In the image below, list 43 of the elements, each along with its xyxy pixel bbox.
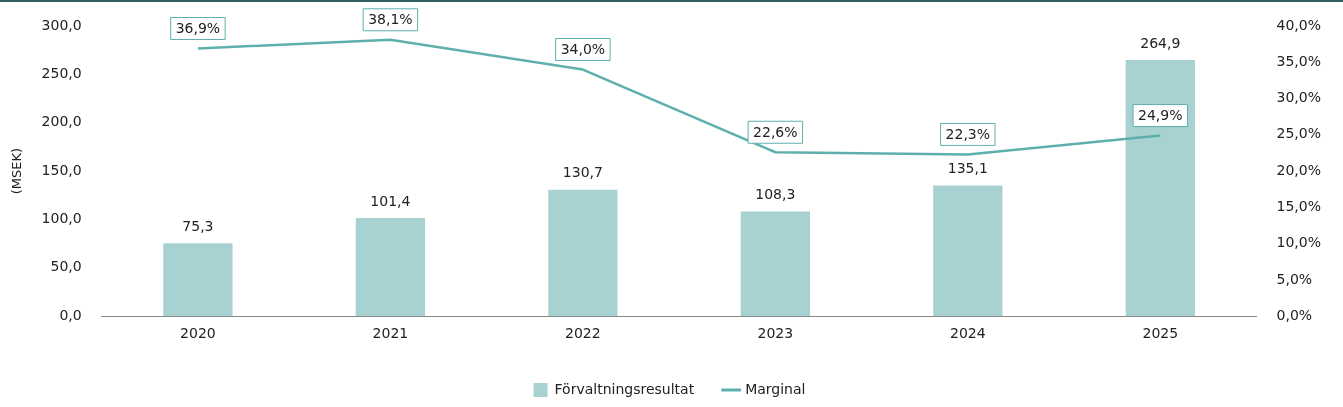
- y2-tick-label: 15,0%: [1276, 198, 1322, 215]
- y2-tick-label: 0,0%: [1276, 306, 1313, 323]
- x-tick-label: 2025: [1142, 325, 1179, 342]
- data-label: 264,9: [1140, 34, 1181, 51]
- y2-tick-label: 5,0%: [1276, 270, 1313, 287]
- bar: [548, 189, 618, 317]
- x-tick-label: 2024: [949, 325, 986, 342]
- bar: [355, 218, 426, 317]
- bar: [740, 211, 810, 317]
- y2-tick-label: 35,0%: [1276, 52, 1322, 69]
- y-axis-title: (MSEK): [9, 147, 25, 195]
- x-tick-label: 2021: [372, 325, 409, 342]
- y-tick-label: 100,0: [41, 210, 82, 227]
- y-tick-label: 300,0: [41, 16, 82, 33]
- y2-tick-label: 20,0%: [1276, 161, 1322, 178]
- data-label: 34,0%: [560, 41, 606, 58]
- y-tick-label: 150,0: [41, 161, 82, 178]
- data-label: 22,3%: [945, 126, 991, 143]
- x-tick-label: 2020: [180, 325, 216, 342]
- y2-tick-label: 40,0%: [1276, 16, 1322, 33]
- bar: [163, 243, 233, 317]
- y2-tick-label: 25,0%: [1276, 125, 1322, 142]
- data-label: 75,3: [182, 218, 214, 234]
- y2-tick-label: 10,0%: [1276, 234, 1322, 251]
- bar: [933, 185, 1003, 317]
- y2-tick-label: 30,0%: [1276, 89, 1322, 106]
- data-label: 101,4: [370, 192, 411, 209]
- data-label: 36,9%: [175, 20, 221, 37]
- data-label: 130,7: [562, 164, 603, 181]
- x-tick-label: 2023: [757, 325, 794, 342]
- x-tick-label: 2022: [565, 325, 601, 342]
- y-tick-label: 200,0: [41, 113, 82, 130]
- bar: [1125, 59, 1195, 317]
- legend-label: Marginal: [745, 380, 806, 397]
- data-label: 108,3: [755, 186, 796, 203]
- legend-label: Förvaltningsresultat: [554, 380, 695, 397]
- data-label: 38,1%: [368, 11, 413, 28]
- y-tick-label: 250,0: [41, 65, 82, 82]
- data-label: 24,9%: [1138, 107, 1183, 124]
- y-tick-label: 50,0: [50, 258, 82, 275]
- y-tick-label: 0,0: [59, 306, 82, 323]
- data-label: 22,6%: [753, 123, 798, 140]
- data-label: 135,1: [947, 160, 988, 177]
